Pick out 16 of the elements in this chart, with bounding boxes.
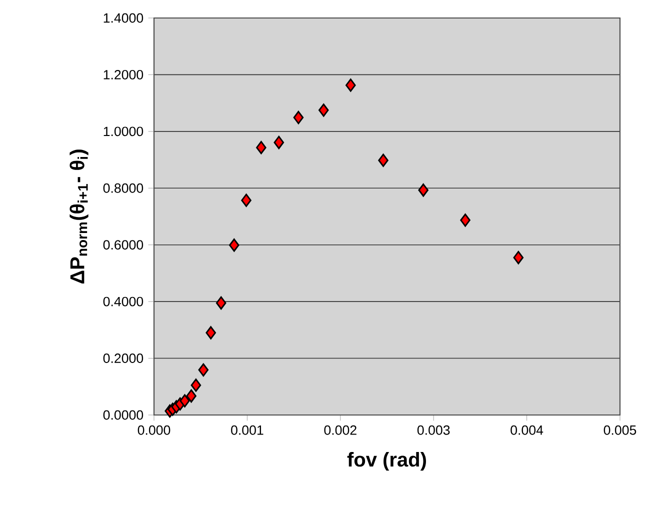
y-tick-label: 0.0000: [103, 410, 144, 420]
x-tick-label: 0.004: [510, 425, 544, 435]
y-tick-label: 0.6000: [103, 240, 144, 250]
y-tick-label: 0.4000: [103, 296, 144, 306]
x-tick-label: 0.002: [324, 425, 356, 435]
x-tick-label: 0.003: [417, 425, 450, 435]
x-axis-title: fov (rad): [347, 452, 426, 471]
y-tick-label: 0.8000: [103, 183, 144, 193]
y-tick-label: 0.2000: [103, 354, 144, 363]
x-tick-label: 0.001: [231, 425, 264, 435]
y-tick-label: 1.0000: [104, 126, 144, 136]
text: ΔP$_{norm}$(θ$_{i+1}$- θ$_{i}$): [70, 150, 88, 284]
x-tick-label: 0.000: [138, 425, 170, 435]
y-tick-label: 1.4000: [104, 13, 144, 23]
x-tick-label: 0.005: [604, 425, 636, 435]
y-tick-label: 1.2000: [104, 70, 144, 80]
